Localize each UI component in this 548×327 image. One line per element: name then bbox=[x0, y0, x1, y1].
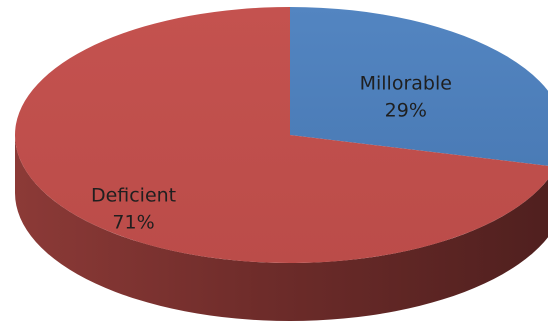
pie-slice-deficient bbox=[15, 7, 548, 263]
slice-label-deficient: Deficient bbox=[91, 184, 176, 206]
slice-percent-deficient: 71% bbox=[112, 211, 154, 233]
slice-percent-millorable: 29% bbox=[385, 100, 427, 122]
slice-label-millorable: Millorable bbox=[360, 73, 452, 95]
pie-slice-millorable bbox=[290, 7, 548, 166]
pie-slices bbox=[15, 7, 548, 263]
pie-data-labels: Millorable 29% Deficient 71% bbox=[91, 73, 452, 234]
pie-depth-side bbox=[15, 135, 548, 321]
pie-side-wall bbox=[15, 135, 548, 321]
